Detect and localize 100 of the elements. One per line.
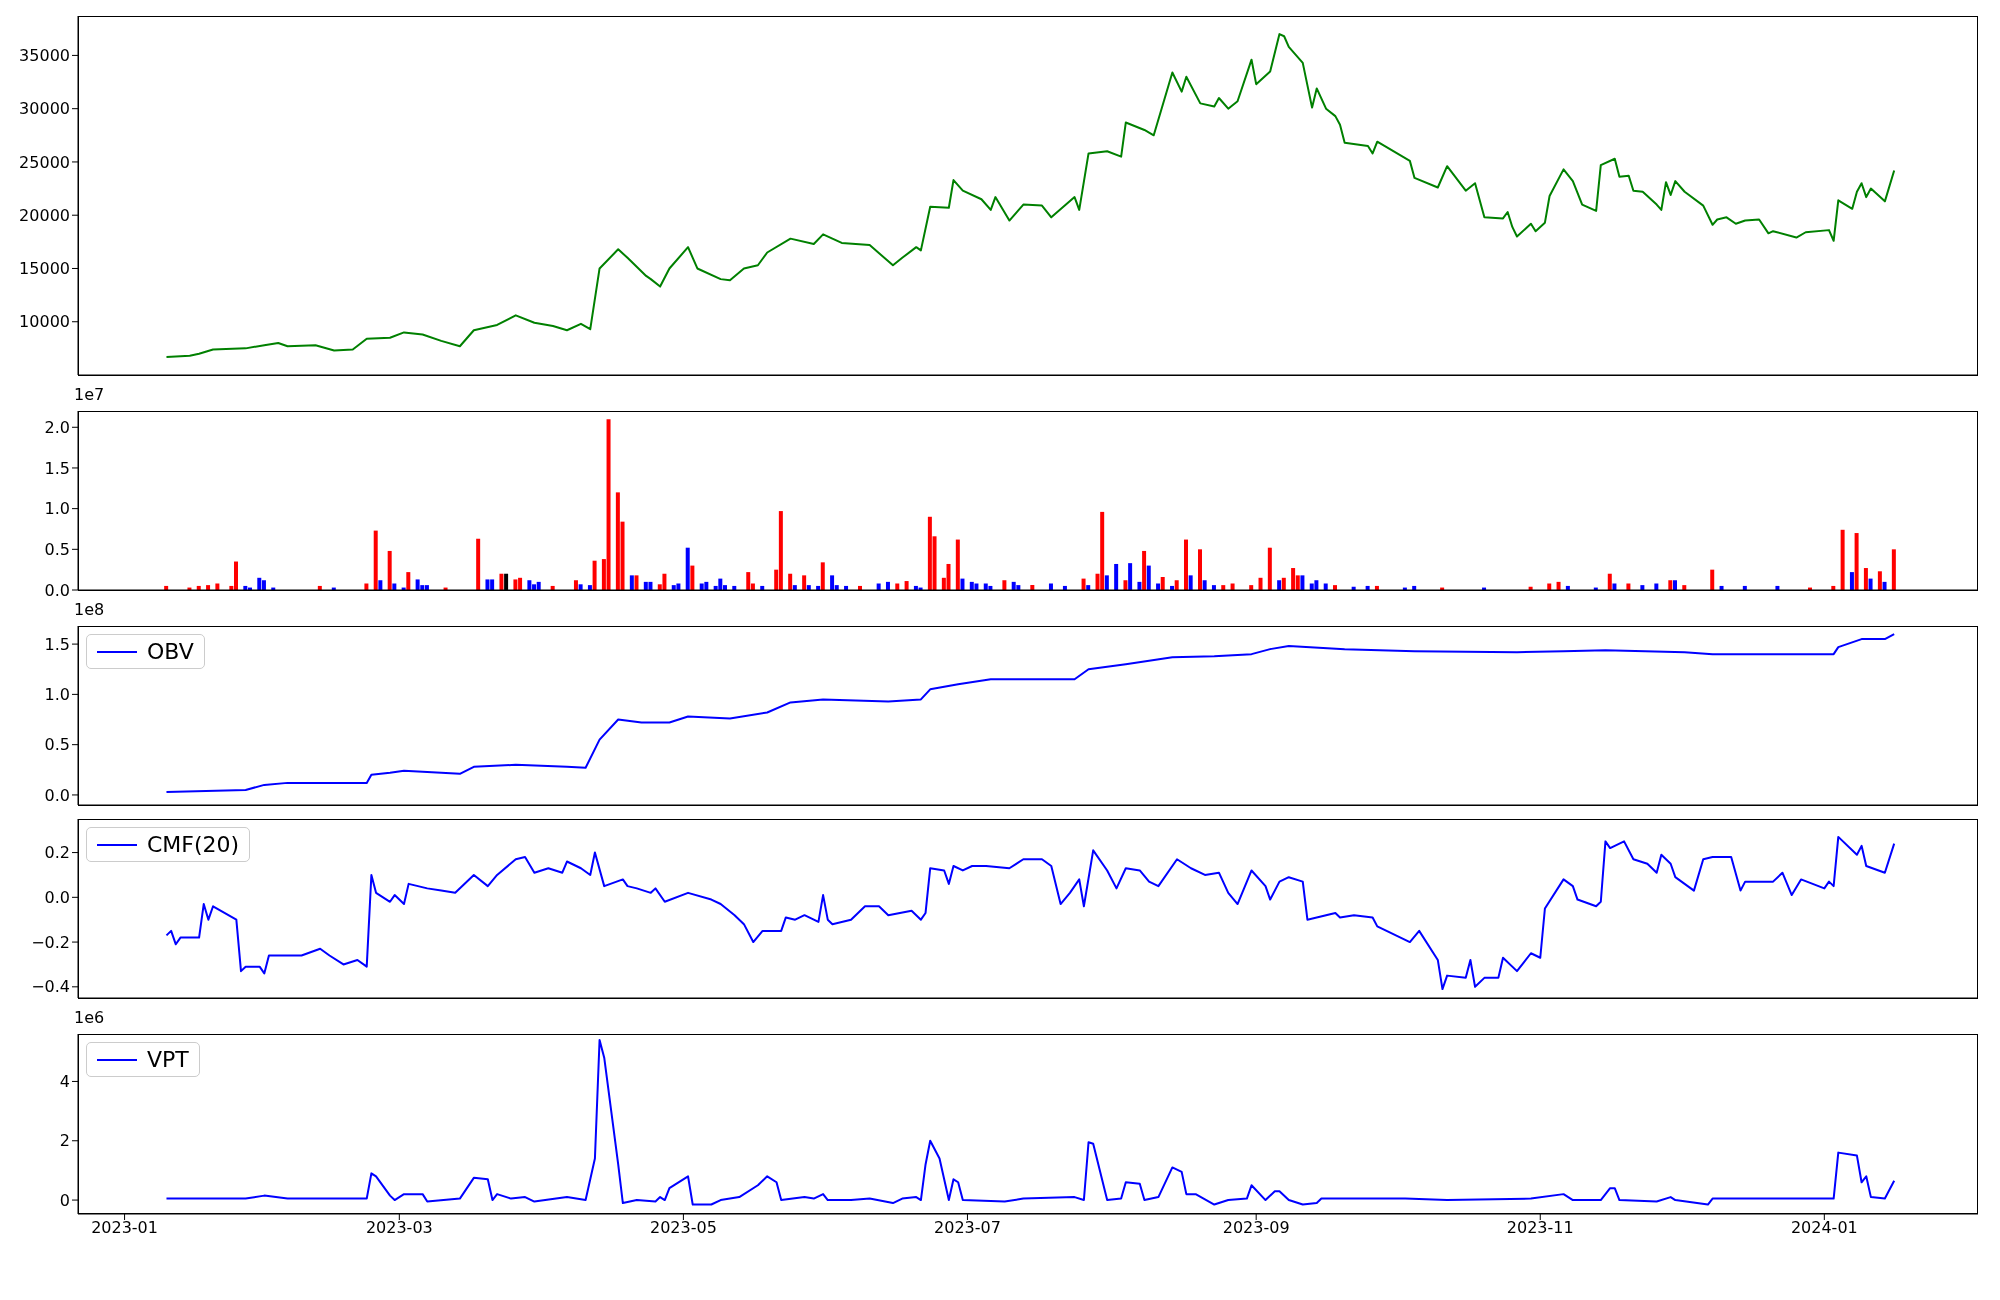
y-tick-label: 10000 <box>19 312 70 332</box>
bar <box>983 583 988 590</box>
bar <box>1197 549 1202 590</box>
bar <box>1849 572 1854 590</box>
bar <box>592 560 597 590</box>
text: 1e7 <box>74 385 105 404</box>
y-tick-label: 1.5 <box>44 634 70 654</box>
bar <box>392 583 397 590</box>
bar <box>1104 575 1109 590</box>
bar <box>1142 550 1147 590</box>
bar <box>1863 568 1868 590</box>
x-tick-label: 2023-03 <box>365 1218 433 1238</box>
bar <box>1891 549 1896 590</box>
y-tick-label: 30000 <box>19 99 70 119</box>
bar <box>1654 583 1659 590</box>
bar <box>634 575 639 590</box>
x-tick-label: 2023-09 <box>1222 1218 1290 1238</box>
x-tick-label: 2024-01 <box>1790 1218 1858 1238</box>
bar <box>1626 583 1631 590</box>
bar <box>257 577 262 590</box>
y-tick-label: −0.2 <box>31 932 70 952</box>
text: 1e6 <box>74 1008 105 1027</box>
bar <box>406 572 411 590</box>
bar <box>261 580 266 590</box>
bar <box>1854 533 1859 590</box>
bar <box>974 583 979 590</box>
bar <box>1267 547 1272 590</box>
bar <box>1840 529 1845 590</box>
y-tick-label: 0.0 <box>44 887 70 907</box>
y-tick-label: 0.0 <box>44 580 70 600</box>
y-tick-label: 20000 <box>19 205 70 225</box>
y-tick-label: 2.0 <box>44 417 70 437</box>
bar <box>629 575 634 590</box>
y-tick-label: 1.5 <box>44 458 70 478</box>
bar <box>378 580 383 590</box>
bar <box>1323 583 1328 590</box>
bar <box>1668 580 1673 590</box>
bar <box>1002 580 1007 590</box>
bar <box>955 539 960 590</box>
x-tick-label: 2023-01 <box>91 1218 158 1238</box>
x-tick-label: 2023-07 <box>934 1218 1001 1238</box>
bar <box>499 573 504 590</box>
y-tick-label: 0.5 <box>44 540 70 559</box>
bar <box>527 580 532 590</box>
bar <box>1123 580 1128 590</box>
bar <box>830 575 835 590</box>
bar <box>699 583 704 590</box>
y-tick-label: −0.4 <box>31 977 70 997</box>
bar <box>1291 568 1296 590</box>
bar <box>476 538 481 590</box>
bar <box>1314 580 1319 590</box>
bar <box>373 530 378 590</box>
bar <box>1612 583 1617 590</box>
bar <box>946 563 951 590</box>
bar <box>788 573 793 590</box>
bar <box>778 511 783 590</box>
bar <box>215 583 220 590</box>
bar <box>513 579 518 590</box>
bar <box>1128 563 1133 590</box>
bar <box>1202 580 1207 590</box>
y-tick-label: 4 <box>59 1072 70 1092</box>
bar <box>1300 575 1305 590</box>
legend-label: OBV <box>147 639 194 664</box>
bar <box>1547 583 1552 590</box>
bar <box>820 562 825 590</box>
y-tick-label: 0.2 <box>44 843 70 863</box>
bar <box>746 572 751 590</box>
bar <box>1160 576 1165 590</box>
y-tick-label: 0 <box>59 1190 70 1210</box>
bar <box>1114 563 1119 590</box>
bar <box>1877 571 1882 590</box>
bar <box>1048 583 1053 590</box>
bar <box>573 580 578 590</box>
bar <box>415 579 420 590</box>
bar <box>1156 583 1161 590</box>
bar <box>1309 583 1314 590</box>
bar <box>1277 580 1282 590</box>
bar <box>1146 565 1151 590</box>
bar <box>1100 511 1105 590</box>
y-tick-label: 1.0 <box>44 685 70 705</box>
bar <box>685 547 690 590</box>
text: 1e8 <box>74 600 105 619</box>
bar <box>662 573 667 590</box>
bar <box>606 419 611 590</box>
bar <box>364 583 369 590</box>
bar <box>676 583 681 590</box>
bar <box>1184 539 1188 590</box>
bar <box>802 575 807 590</box>
bar <box>1174 580 1179 590</box>
bar <box>1258 577 1263 590</box>
bar <box>895 583 900 590</box>
y-tick-label: 0.0 <box>44 785 70 805</box>
bar <box>690 565 695 590</box>
bar <box>1188 575 1193 590</box>
bar <box>876 583 881 590</box>
y-tick-label: 2 <box>59 1131 70 1151</box>
x-tick-label: 2023-11 <box>1506 1218 1574 1238</box>
bar <box>485 579 490 590</box>
bar <box>1607 573 1612 590</box>
bar <box>1710 569 1715 590</box>
